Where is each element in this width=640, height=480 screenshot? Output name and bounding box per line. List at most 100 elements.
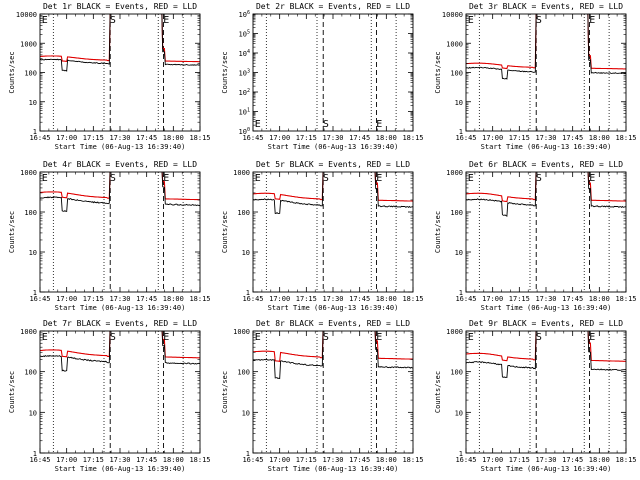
marker-label-e: E xyxy=(468,332,474,343)
tick-exponent: 3 xyxy=(247,69,250,75)
x-axis-label: Start Time (06-Aug-13 16:39:40) xyxy=(481,465,612,473)
panel-title: Det 9r BLACK = Events, RED = LLD xyxy=(469,319,623,328)
marker-label-s: S xyxy=(110,173,116,184)
x-axis-label: Start Time (06-Aug-13 16:39:40) xyxy=(268,143,399,151)
x-tick-label: 18:00 xyxy=(589,134,610,142)
x-tick-label: 18:00 xyxy=(163,295,184,303)
tick-exponent: 6 xyxy=(247,10,250,16)
tick-exponent: 4 xyxy=(247,49,250,55)
events-series-line xyxy=(40,14,200,72)
panel-title: Det 7r BLACK = Events, RED = LLD xyxy=(43,319,197,328)
y-tick-label: 1 xyxy=(459,289,463,297)
events-series-line xyxy=(40,172,200,212)
x-tick-label: 17:45 xyxy=(136,295,157,303)
plot-frame xyxy=(465,330,627,454)
plot-frame xyxy=(39,330,201,454)
panel-9: Det 9r BLACK = Events, RED = LLD 1 10 100 10… xyxy=(434,319,637,473)
series-group xyxy=(466,172,626,217)
marker-label-e: E xyxy=(589,332,595,343)
plot-frame xyxy=(252,171,414,293)
y-tick-label: 100 xyxy=(24,70,37,78)
y-tick-label: 103 xyxy=(239,69,250,78)
x-tick-label: 17:45 xyxy=(562,295,583,303)
lld-series-line xyxy=(466,14,626,70)
panel-6: Det 6r BLACK = Events, RED = LLD 1 10 100 10… xyxy=(434,160,637,312)
y-tick-label: 10000 xyxy=(442,11,463,19)
y-tick-label: 1000 xyxy=(20,40,37,48)
events-series-line xyxy=(466,172,626,217)
marker-label-e: E xyxy=(255,119,261,130)
plot-frame xyxy=(252,330,414,454)
x-axis-label: Start Time (06-Aug-13 16:39:40) xyxy=(55,143,186,151)
x-tick-label: 17:30 xyxy=(109,456,130,464)
plot-frame xyxy=(39,13,201,132)
x-tick-label: 16:45 xyxy=(29,295,50,303)
x-tick-label: 18:15 xyxy=(615,456,636,464)
y-tick-label: 1000 xyxy=(446,169,463,177)
y-axis-label: Counts/sec xyxy=(221,371,229,413)
x-tick-label: 17:30 xyxy=(535,134,556,142)
tick-base: 10 xyxy=(239,70,247,78)
x-tick-label: 18:15 xyxy=(402,456,423,464)
y-tick-label: 100 xyxy=(450,209,463,217)
x-tick-label: 17:00 xyxy=(482,134,503,142)
x-tick-label: 18:15 xyxy=(402,295,423,303)
lld-series-line xyxy=(40,172,200,201)
marker-label-s: S xyxy=(323,332,329,343)
x-tick-label: 17:30 xyxy=(322,295,343,303)
y-tick-label: 10 xyxy=(242,409,250,417)
marker-label-s: S xyxy=(536,332,542,343)
y-tick-label: 104 xyxy=(239,49,250,58)
x-axis-label: Start Time (06-Aug-13 16:39:40) xyxy=(268,465,399,473)
x-tick-label: 17:15 xyxy=(83,456,104,464)
x-tick-label: 16:45 xyxy=(455,295,476,303)
events-series-line xyxy=(40,331,200,372)
x-tick-label: 18:00 xyxy=(376,134,397,142)
y-tick-label: 106 xyxy=(239,10,250,19)
marker-label-e: E xyxy=(589,173,595,184)
y-tick-label: 102 xyxy=(239,88,250,97)
x-tick-label: 17:15 xyxy=(296,134,317,142)
panel-title: Det 1r BLACK = Events, RED = LLD xyxy=(43,2,197,11)
x-tick-label: 18:15 xyxy=(615,134,636,142)
x-tick-label: 17:30 xyxy=(109,134,130,142)
marker-label-s: S xyxy=(110,332,116,343)
y-tick-label: 1 xyxy=(33,128,37,136)
tick-base: 10 xyxy=(239,109,247,117)
x-tick-label: 17:00 xyxy=(269,134,290,142)
marker-label-s: S xyxy=(536,173,542,184)
x-tick-label: 17:15 xyxy=(509,134,530,142)
panel-title: Det 2r BLACK = Events, RED = LLD xyxy=(256,2,410,11)
tick-exponent: 2 xyxy=(247,88,250,94)
marker-label-s: S xyxy=(323,173,329,184)
lld-series-line xyxy=(466,172,626,203)
series-group xyxy=(40,172,200,212)
y-tick-label: 1 xyxy=(33,450,37,458)
y-tick-label: 10 xyxy=(29,409,37,417)
marker-label-e: E xyxy=(42,332,48,343)
y-tick-label: 100 xyxy=(237,369,250,377)
panel-4: Det 4r BLACK = Events, RED = LLD 1 10 100 10… xyxy=(8,160,211,312)
plot-frame xyxy=(465,13,627,132)
events-series-line xyxy=(253,331,413,380)
x-tick-label: 17:45 xyxy=(349,295,370,303)
x-tick-label: 17:15 xyxy=(296,295,317,303)
y-tick-label: 100 xyxy=(450,70,463,78)
x-tick-label: 17:00 xyxy=(56,295,77,303)
y-tick-label: 1000 xyxy=(233,169,250,177)
x-tick-label: 16:45 xyxy=(29,456,50,464)
y-tick-label: 100 xyxy=(450,369,463,377)
x-tick-label: 16:45 xyxy=(242,456,263,464)
marker-label-s: S xyxy=(536,15,542,26)
lld-series-line xyxy=(40,331,200,359)
marker-label-e: E xyxy=(376,173,382,184)
panel-title: Det 6r BLACK = Events, RED = LLD xyxy=(469,160,623,169)
x-tick-label: 17:15 xyxy=(509,456,530,464)
x-tick-label: 17:30 xyxy=(535,295,556,303)
x-tick-label: 16:45 xyxy=(242,295,263,303)
x-tick-label: 17:30 xyxy=(109,295,130,303)
x-tick-label: 17:00 xyxy=(269,456,290,464)
marker-label-e: E xyxy=(468,15,474,26)
x-tick-label: 16:45 xyxy=(455,134,476,142)
panel-5: Det 5r BLACK = Events, RED = LLD 1 10 100 10… xyxy=(221,160,424,312)
